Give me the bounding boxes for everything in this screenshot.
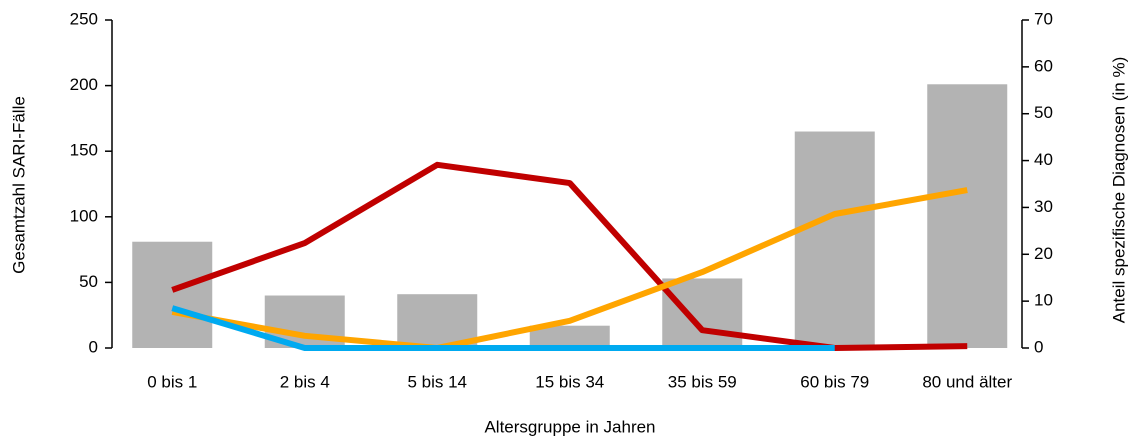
bar — [397, 294, 478, 348]
bar — [927, 84, 1008, 349]
bar — [662, 278, 743, 348]
y2-tick-label: 50 — [1034, 103, 1053, 122]
y2-tick-label: 10 — [1034, 291, 1053, 310]
y2-tick-label: 40 — [1034, 150, 1053, 169]
y2-tick-label: 20 — [1034, 244, 1053, 263]
x-tick-label: 2 bis 4 — [280, 372, 330, 391]
x-axis-label: Altersgruppe in Jahren — [484, 417, 655, 436]
x-tick-label: 35 bis 59 — [668, 372, 737, 391]
y-axis-label: Gesamtzahl SARI-Fälle — [9, 96, 28, 274]
y2-axis-label: Anteil spezifische Diagnosen (in %) — [1109, 57, 1128, 323]
line — [171, 187, 968, 351]
x-tick-label: 0 bis 1 — [147, 372, 197, 391]
y-tick-label: 250 — [70, 9, 98, 28]
y-tick-label: 100 — [70, 206, 98, 225]
y-tick-label: 50 — [79, 272, 98, 291]
y2-tick-label: 30 — [1034, 197, 1053, 216]
bar — [132, 241, 213, 348]
bar — [794, 131, 875, 348]
y2-tick-label: 70 — [1034, 9, 1053, 28]
y2-tick-label: 0 — [1034, 337, 1043, 356]
y2-tick-label: 60 — [1034, 56, 1053, 75]
y-tick-label: 150 — [70, 141, 98, 160]
bar — [529, 325, 610, 348]
x-tick-label: 60 bis 79 — [800, 372, 869, 391]
line — [171, 305, 835, 351]
y-tick-label: 0 — [89, 337, 98, 356]
x-tick-label: 15 bis 34 — [535, 372, 604, 391]
x-tick-label: 80 und älter — [922, 372, 1012, 391]
x-tick-label: 5 bis 14 — [407, 372, 467, 391]
y-tick-label: 200 — [70, 75, 98, 94]
